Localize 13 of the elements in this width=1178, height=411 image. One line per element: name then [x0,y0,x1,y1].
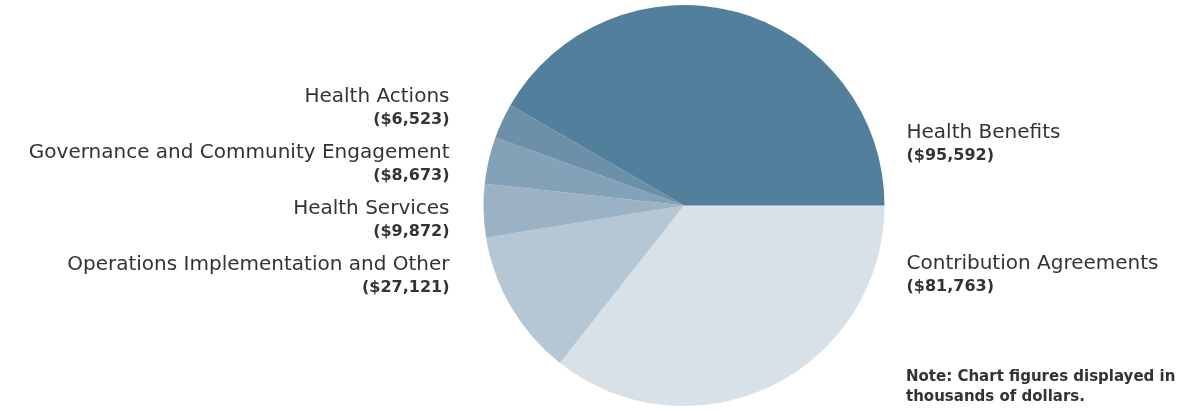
slice-label: Contribution Agreements [906,249,1159,274]
slice-label: Health Benefits [906,118,1061,143]
data-label: ($27,121) [362,276,450,296]
slice-label: Operations Implementation and Other [67,250,451,275]
data-label: ($81,763) [906,275,994,295]
slice-label: Health Actions [304,82,450,107]
data-label: ($8,673) [373,164,450,184]
slice-label: Governance and Community Engagement [28,138,450,163]
text: Note: Chart figures displayed in thousands of dollars. [906,366,1176,406]
slice-label: Health Services [293,194,450,219]
data-label: ($6,523) [373,108,450,128]
data-label: ($9,872) [373,220,450,240]
data-label: ($95,592) [906,144,994,164]
